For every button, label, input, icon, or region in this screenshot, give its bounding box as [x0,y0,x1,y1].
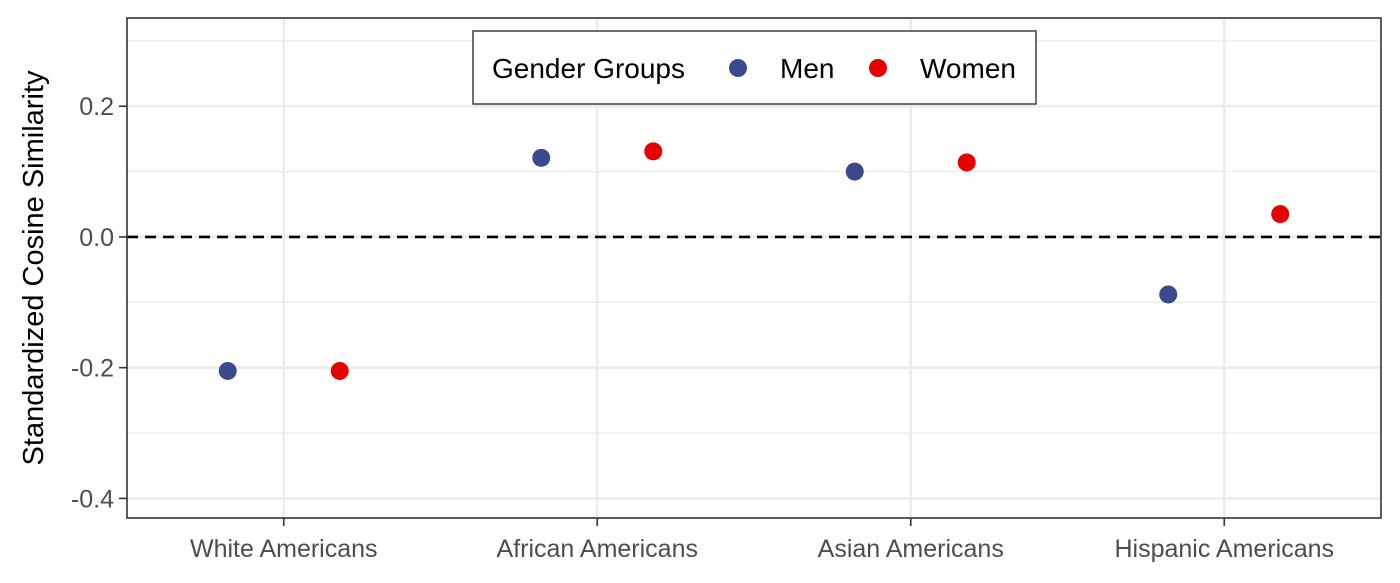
point-women-african-americans [644,142,663,161]
legend-label-women: Women [920,53,1016,84]
legend-items: Men Women [729,53,1016,84]
y-axis-title: Standardized Cosine Similarity [18,70,50,465]
y-tick-label: -0.2 [71,355,114,383]
x-tick-label: African Americans [497,535,698,563]
legend-box [472,30,1037,105]
point-women-hispanic-americans [1271,205,1290,224]
x-tick-label: White Americans [190,535,378,563]
point-men-african-americans [532,148,551,167]
legend-label-men: Men [780,53,834,84]
x-tick-label: Asian Americans [818,535,1004,563]
point-women-asian-americans [957,153,976,172]
point-women-white-americans [330,361,349,380]
y-tick-label: 0.2 [79,93,114,121]
legend: Gender Groups Men Women [472,30,1037,105]
legend-title: Gender Groups [492,53,685,84]
data-points [218,142,1290,380]
point-men-asian-americans [845,162,864,181]
point-men-white-americans [218,361,237,380]
plot-panel-border [126,17,1382,519]
y-tick-label: 0.0 [79,224,114,252]
x-tick-label: Hispanic Americans [1114,535,1334,563]
y-axis: -0.4 -0.2 0.0 0.2 [71,93,127,513]
y-tick-label: -0.4 [71,485,114,513]
x-axis: White Americans African Americans Asian Am… [190,518,1334,563]
point-men-hispanic-americans [1159,285,1178,304]
legend-key-men [729,59,747,77]
legend-key-women [869,59,887,77]
